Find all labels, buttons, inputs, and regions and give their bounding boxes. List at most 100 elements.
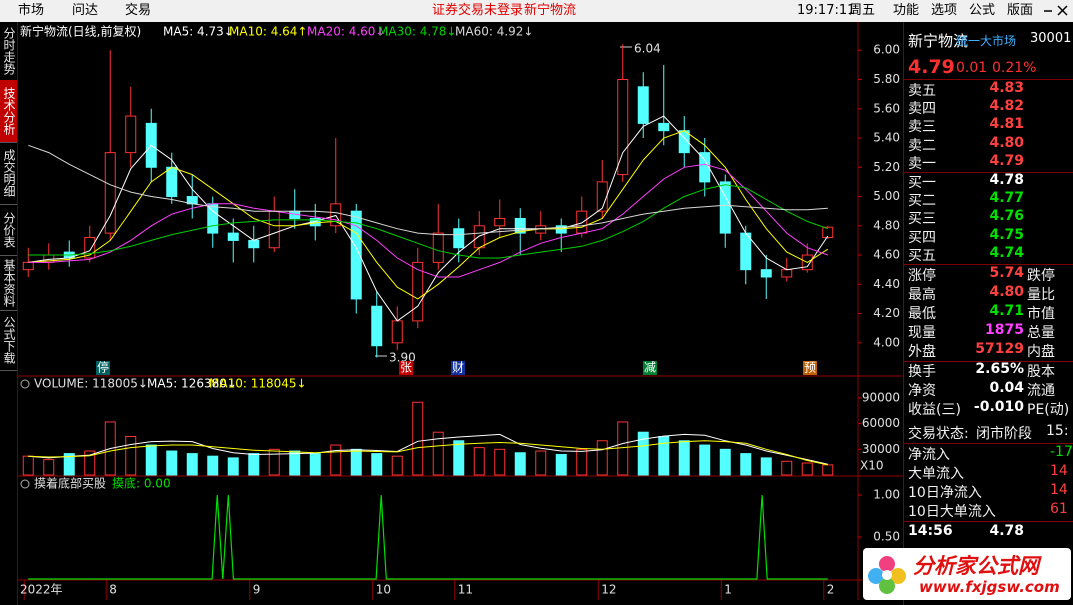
- volume-bar: [248, 453, 260, 476]
- volume-bar: [268, 448, 280, 476]
- candle-body: [391, 320, 403, 344]
- volume-bar: [494, 448, 506, 476]
- y-tick-label: 4.80: [873, 218, 900, 232]
- tick-price: 4.78: [989, 523, 1024, 539]
- y-tick-label: 0.50: [873, 530, 900, 544]
- volume-bar: [166, 450, 178, 476]
- row-label: 买四: [908, 229, 936, 246]
- row-label: 股本: [1027, 364, 1055, 380]
- menu-item[interactable]: 交易: [125, 3, 152, 18]
- watermark-url: www.fxjgsw.com: [919, 578, 1060, 596]
- volume-bar: [125, 435, 137, 476]
- menu-item[interactable]: 功能: [893, 3, 920, 18]
- menu-item[interactable]: 选项: [931, 3, 958, 18]
- separator: [904, 521, 1073, 522]
- candle-body: [822, 226, 834, 238]
- side-tab[interactable]: 分时走势: [0, 22, 17, 81]
- candle-body: [207, 203, 219, 234]
- flow-label: 10日大单流入: [908, 504, 996, 520]
- menu-item[interactable]: 问达: [72, 3, 99, 18]
- ma-line: [28, 163, 828, 278]
- legend-entry: MA20: 4.60↓: [307, 25, 385, 39]
- row-label: 外盘: [908, 344, 936, 360]
- flow-label: 10日净流入: [908, 485, 982, 501]
- login-status[interactable]: 证券交易未登录: [432, 3, 524, 18]
- candle-body: [248, 239, 260, 249]
- volume-bar: [289, 450, 301, 476]
- volume-bar: [576, 448, 588, 476]
- row-label: 内盘: [1027, 344, 1055, 360]
- side-tab[interactable]: 分价表: [0, 204, 17, 256]
- menu-item[interactable]: 公式: [969, 3, 996, 18]
- legend-entry: MA10: 4.64↑: [229, 25, 307, 39]
- candle-body: [781, 269, 793, 278]
- separator: [904, 443, 1073, 444]
- stock-code: 30001: [1030, 31, 1072, 46]
- y-tick-label: 4.40: [873, 277, 900, 291]
- y-tick-label: 90000: [862, 390, 900, 404]
- candle-body: [760, 269, 772, 278]
- y-tick-label: 5.00: [873, 189, 900, 203]
- candle-body: [514, 217, 526, 234]
- row-value: 2.65%: [975, 361, 1024, 377]
- y-tick-label: 5.80: [873, 72, 900, 86]
- max-label: 6.04: [634, 42, 661, 56]
- volume-bar: [309, 453, 321, 476]
- x-tick-label: 8: [109, 583, 117, 597]
- row-label: 现量: [908, 325, 936, 341]
- y-tick-label: 4.20: [873, 306, 900, 320]
- indicator-line: [28, 495, 828, 580]
- y-tick-label: 60000: [862, 416, 900, 430]
- ma-line: [28, 130, 829, 300]
- quote-panel: 新宁物流 统一大市场 30001 4.79 0.01 0.21% 卖五 4.83 卖四 4.82 卖…: [903, 22, 1073, 605]
- window-buttons[interactable]: [1040, 3, 1070, 19]
- volume-bar: [412, 401, 424, 476]
- candle-body: [227, 232, 239, 241]
- candle-body: [473, 225, 485, 249]
- x-tick-label: 2: [827, 583, 835, 597]
- row-label: 总量: [1027, 325, 1055, 341]
- volume-bar: [473, 447, 485, 476]
- candle-body: [637, 86, 649, 124]
- unit-label: X10: [860, 459, 884, 473]
- side-tab[interactable]: 技术分析: [0, 80, 17, 143]
- legend-entry: MA5: 126380↓: [147, 377, 237, 391]
- side-tab[interactable]: 公式下载: [0, 310, 17, 371]
- event-marker: [643, 361, 657, 375]
- x-tick-label: 2022年: [20, 583, 63, 597]
- ma-line: [28, 184, 828, 259]
- candle-body: [617, 78, 629, 176]
- volume-bar: [453, 440, 465, 476]
- row-value: 4.80: [989, 134, 1024, 151]
- volume-bar: [658, 435, 670, 476]
- concept[interactable]: 统一大市场: [956, 34, 1017, 48]
- volume-bar: [432, 431, 444, 476]
- event-marker: [451, 361, 465, 375]
- separator: [904, 79, 1073, 80]
- side-tab[interactable]: 基本资料: [0, 255, 17, 311]
- candle-body: [432, 232, 444, 263]
- y-tick-label: 5.60: [873, 101, 900, 115]
- separator: [904, 264, 1073, 265]
- volume-bar: [760, 457, 772, 476]
- volume-bar: [678, 440, 690, 476]
- watermark-name: 分析家公式网: [913, 554, 1039, 578]
- x-tick-label: 10: [376, 583, 391, 597]
- volume-bar: [514, 452, 526, 476]
- separator: [904, 361, 1073, 362]
- volume-bar: [719, 448, 731, 476]
- tick-time: 14:56: [908, 523, 953, 539]
- y-tick-label: 6.00: [873, 43, 900, 57]
- candle-body: [350, 210, 362, 300]
- candle-body: [22, 261, 34, 271]
- legend-entry: MA5: 4.73↓: [163, 25, 234, 39]
- candle-body: [576, 210, 588, 234]
- menu-item[interactable]: 市场: [18, 3, 45, 18]
- side-tab[interactable]: 成交明细: [0, 142, 17, 205]
- row-label: 流通: [1027, 383, 1055, 399]
- ma-line: [28, 433, 828, 465]
- menu-item[interactable]: 版面: [1007, 3, 1034, 18]
- volume-bar: [84, 450, 96, 476]
- side-tabs: 分时走势 技术分析 成交明细 分价表 基本资料 公式下载: [0, 22, 18, 605]
- volume-bar: [207, 455, 219, 476]
